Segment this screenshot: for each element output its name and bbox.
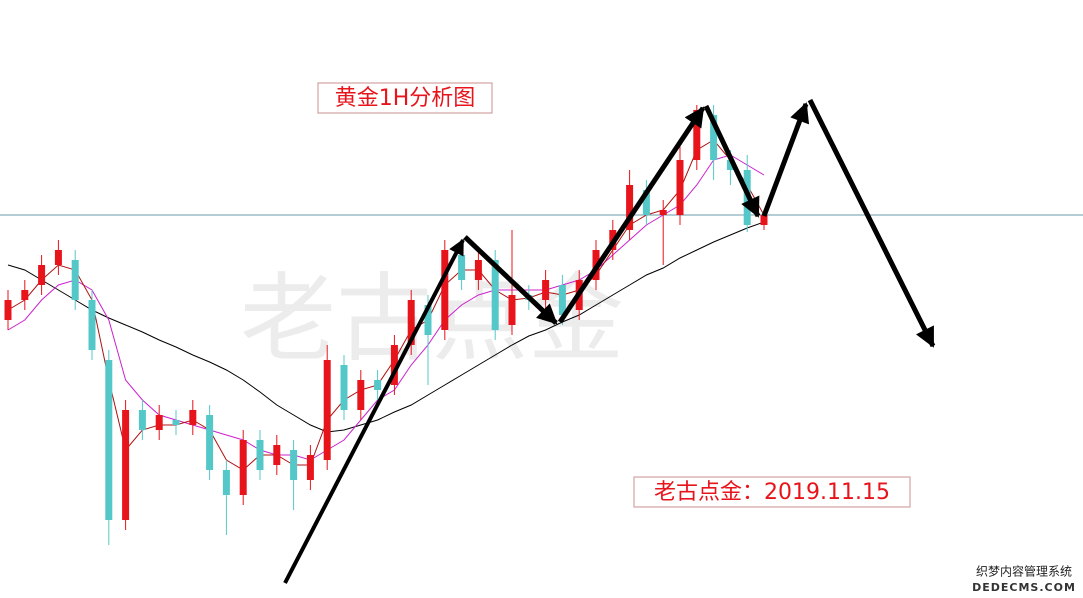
- candle-body: [726, 160, 734, 170]
- candle-body: [172, 420, 180, 425]
- candle-body: [357, 380, 365, 410]
- candle-body: [71, 260, 79, 300]
- candle-body: [206, 415, 214, 470]
- candle-body: [626, 185, 634, 230]
- candle-body: [138, 410, 146, 430]
- arrows: [283, 98, 936, 584]
- watermark: 老古点金: [240, 263, 624, 375]
- arrow: [703, 104, 761, 218]
- candle-body: [323, 360, 331, 460]
- candle-body: [424, 305, 432, 335]
- candle-body: [693, 110, 701, 160]
- candle-body: [407, 300, 415, 345]
- chart-title: 黄金1H分析图: [335, 86, 476, 111]
- footer-watermark: 织梦内容管理系统: [976, 564, 1072, 579]
- arrow: [463, 235, 558, 325]
- candle-body: [4, 300, 12, 320]
- candle-body: [441, 250, 449, 330]
- candle-body: [390, 345, 398, 385]
- candle-body: [54, 250, 62, 265]
- candle-body: [542, 280, 550, 300]
- candle-body: [122, 410, 130, 520]
- arrow: [283, 238, 465, 584]
- candle-body: [105, 360, 113, 520]
- arrow: [557, 106, 706, 324]
- candle-body: [155, 415, 163, 430]
- footer-watermark: DEDECMS.COM: [972, 581, 1076, 594]
- candle-body: [189, 410, 197, 425]
- annotation-box: [633, 476, 911, 508]
- candle-body: [458, 255, 466, 280]
- candle-body: [508, 295, 516, 325]
- candle-body: [306, 455, 314, 480]
- candle-body: [340, 365, 348, 410]
- candle-body: [222, 470, 230, 495]
- candle-body: [491, 260, 499, 330]
- candle-body: [676, 160, 684, 215]
- candle-body: [88, 300, 96, 350]
- candle-body: [558, 285, 566, 315]
- annotation: 老古点金：2019.11.15: [654, 480, 890, 505]
- title-box: [317, 82, 493, 114]
- ma-line: [7, 221, 765, 433]
- candle-body: [710, 115, 718, 160]
- arrow: [761, 102, 810, 217]
- candle-body: [239, 440, 247, 495]
- watermark-layer: 老古点金: [240, 263, 624, 375]
- candle-body: [642, 190, 650, 215]
- ma-line: [7, 154, 765, 461]
- candle-body: [273, 445, 281, 465]
- candle-body: [21, 290, 29, 300]
- candle-body: [760, 215, 768, 225]
- candle-body: [290, 450, 298, 480]
- candle-body: [38, 265, 46, 285]
- candle-body: [474, 260, 482, 280]
- footer-box: [965, 562, 1083, 598]
- candle-body: [659, 210, 667, 215]
- ma-line: [7, 139, 765, 471]
- arrow: [807, 98, 936, 348]
- candle-body: [256, 440, 264, 470]
- candle-body: [374, 380, 382, 390]
